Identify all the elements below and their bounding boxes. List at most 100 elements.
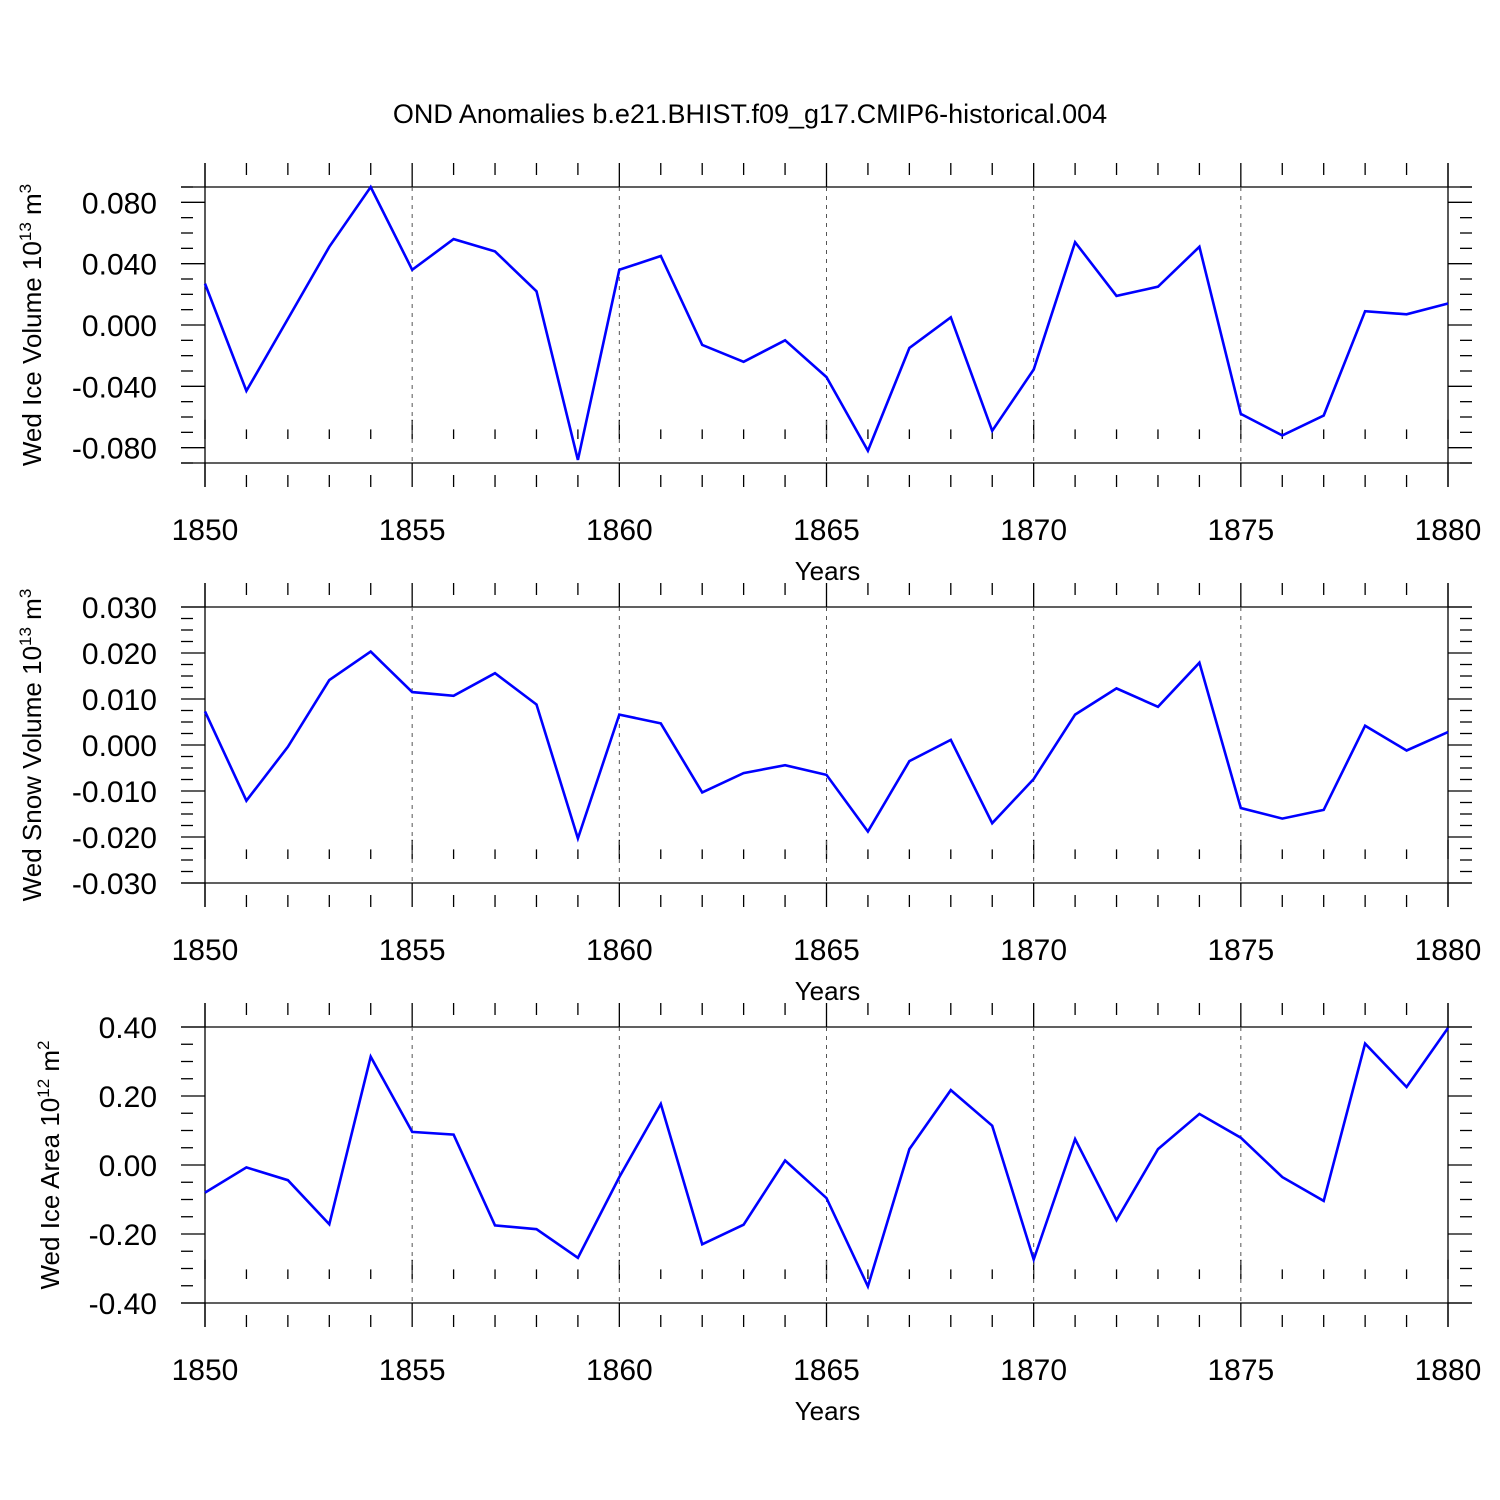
data-point (452, 694, 455, 697)
x-tick-label: 1870 (1000, 1354, 1067, 1387)
data-point (1281, 434, 1284, 437)
data-point (369, 1055, 372, 1058)
x-tick-label: 1880 (1415, 934, 1482, 967)
data-point (1322, 1199, 1325, 1202)
y-tick-label: -0.030 (72, 868, 157, 901)
data-point (535, 1228, 538, 1231)
y-tick-label: 0.00 (99, 1150, 157, 1183)
x-tick-label: 1855 (379, 514, 446, 547)
data-point (991, 429, 994, 432)
x-tick-label: 1850 (172, 1354, 239, 1387)
data-point (411, 268, 414, 271)
data-point (328, 1223, 331, 1226)
y-tick-label: -0.40 (89, 1288, 157, 1321)
data-point (328, 679, 331, 682)
data-point (494, 250, 497, 253)
data-point (1074, 241, 1077, 244)
data-point (286, 745, 289, 748)
y-axis-label: Wed Ice Area 1012 m2 (34, 1040, 65, 1289)
data-point (866, 830, 869, 833)
data-point (204, 1191, 207, 1194)
data-point (494, 672, 497, 675)
data-point (1322, 414, 1325, 417)
data-point (1156, 285, 1159, 288)
x-tick-label: 1860 (586, 1354, 653, 1387)
x-axis-label: Years (795, 556, 861, 586)
y-tick-label: -0.080 (72, 433, 157, 466)
chart-panel-1: 1850 1855 1860 1865 1870 1875 1880 -0.080 -0.040… (16, 163, 1481, 586)
x-tick-label: 1860 (586, 514, 653, 547)
data-point (1032, 778, 1035, 781)
data-point (452, 1133, 455, 1136)
data-point (1364, 310, 1367, 313)
data-point (1239, 807, 1242, 810)
chart-panel-3: 1850 1855 1860 1865 1870 1875 1880 -0.40 -0.20 0.… (34, 1003, 1481, 1426)
data-point (949, 738, 952, 741)
data-point (1198, 1112, 1201, 1115)
data-point (908, 760, 911, 763)
x-tick-label: 1850 (172, 934, 239, 967)
y-tick-label: -0.010 (72, 776, 157, 809)
data-point (618, 713, 621, 716)
x-tick-label: 1865 (793, 1354, 860, 1387)
data-point (784, 339, 787, 342)
data-point (1322, 808, 1325, 811)
x-tick-label: 1875 (1207, 1354, 1274, 1387)
data-point (204, 282, 207, 285)
y-tick-label: -0.20 (89, 1219, 157, 1252)
x-axis-label: Years (795, 1396, 861, 1426)
data-point (659, 1102, 662, 1105)
data-point (1239, 1136, 1242, 1139)
data-point (1281, 1176, 1284, 1179)
data-point (908, 347, 911, 350)
data-point (1447, 1027, 1450, 1030)
data-point (618, 268, 621, 271)
data-point (1032, 368, 1035, 371)
y-tick-label: -0.040 (72, 371, 157, 404)
series-line (203, 649, 1449, 843)
data-point (784, 764, 787, 767)
series-line (203, 184, 1449, 461)
data-point (1239, 412, 1242, 415)
data-point (1198, 661, 1201, 664)
data-point (1156, 705, 1159, 708)
data-point (411, 1130, 414, 1133)
data-point (742, 360, 745, 363)
data-point (245, 1166, 248, 1169)
data-point (742, 1223, 745, 1226)
data-point (866, 1285, 869, 1288)
x-tick-label: 1875 (1207, 514, 1274, 547)
y-tick-label: -0.020 (72, 822, 157, 855)
y-tick-label: 0.40 (99, 1012, 157, 1045)
data-point (245, 389, 248, 392)
data-point (1032, 1258, 1035, 1261)
data-point (1115, 294, 1118, 297)
series-line (204, 1027, 1450, 1291)
data-point (452, 238, 455, 241)
data-point (535, 290, 538, 293)
data-point (659, 255, 662, 258)
data-point (535, 703, 538, 706)
x-tick-label: 1865 (793, 934, 860, 967)
y-tick-label: 0.20 (99, 1081, 157, 1114)
x-tick-label: 1870 (1000, 514, 1067, 547)
chart-panels: 1850 1855 1860 1865 1870 1875 1880 -0.080 -0.040… (16, 163, 1481, 1426)
y-tick-label: 0.030 (82, 592, 157, 625)
y-axis-label: Wed Ice Volume 1013 m3 (16, 184, 47, 466)
data-point (1074, 713, 1077, 716)
x-axis-label: Years (795, 976, 861, 1006)
data-point (825, 1197, 828, 1200)
x-tick-label: 1870 (1000, 934, 1067, 967)
data-point (866, 449, 869, 452)
y-tick-label: 0.010 (82, 684, 157, 717)
y-axis-label: Wed Snow Volume 1013 m3 (16, 589, 47, 902)
data-point (286, 317, 289, 320)
data-point (949, 1089, 952, 1092)
data-point (1115, 1219, 1118, 1222)
data-point (286, 1179, 289, 1182)
data-point (1281, 817, 1284, 820)
data-point (659, 722, 662, 725)
x-tick-label: 1855 (379, 934, 446, 967)
data-point (908, 1148, 911, 1151)
